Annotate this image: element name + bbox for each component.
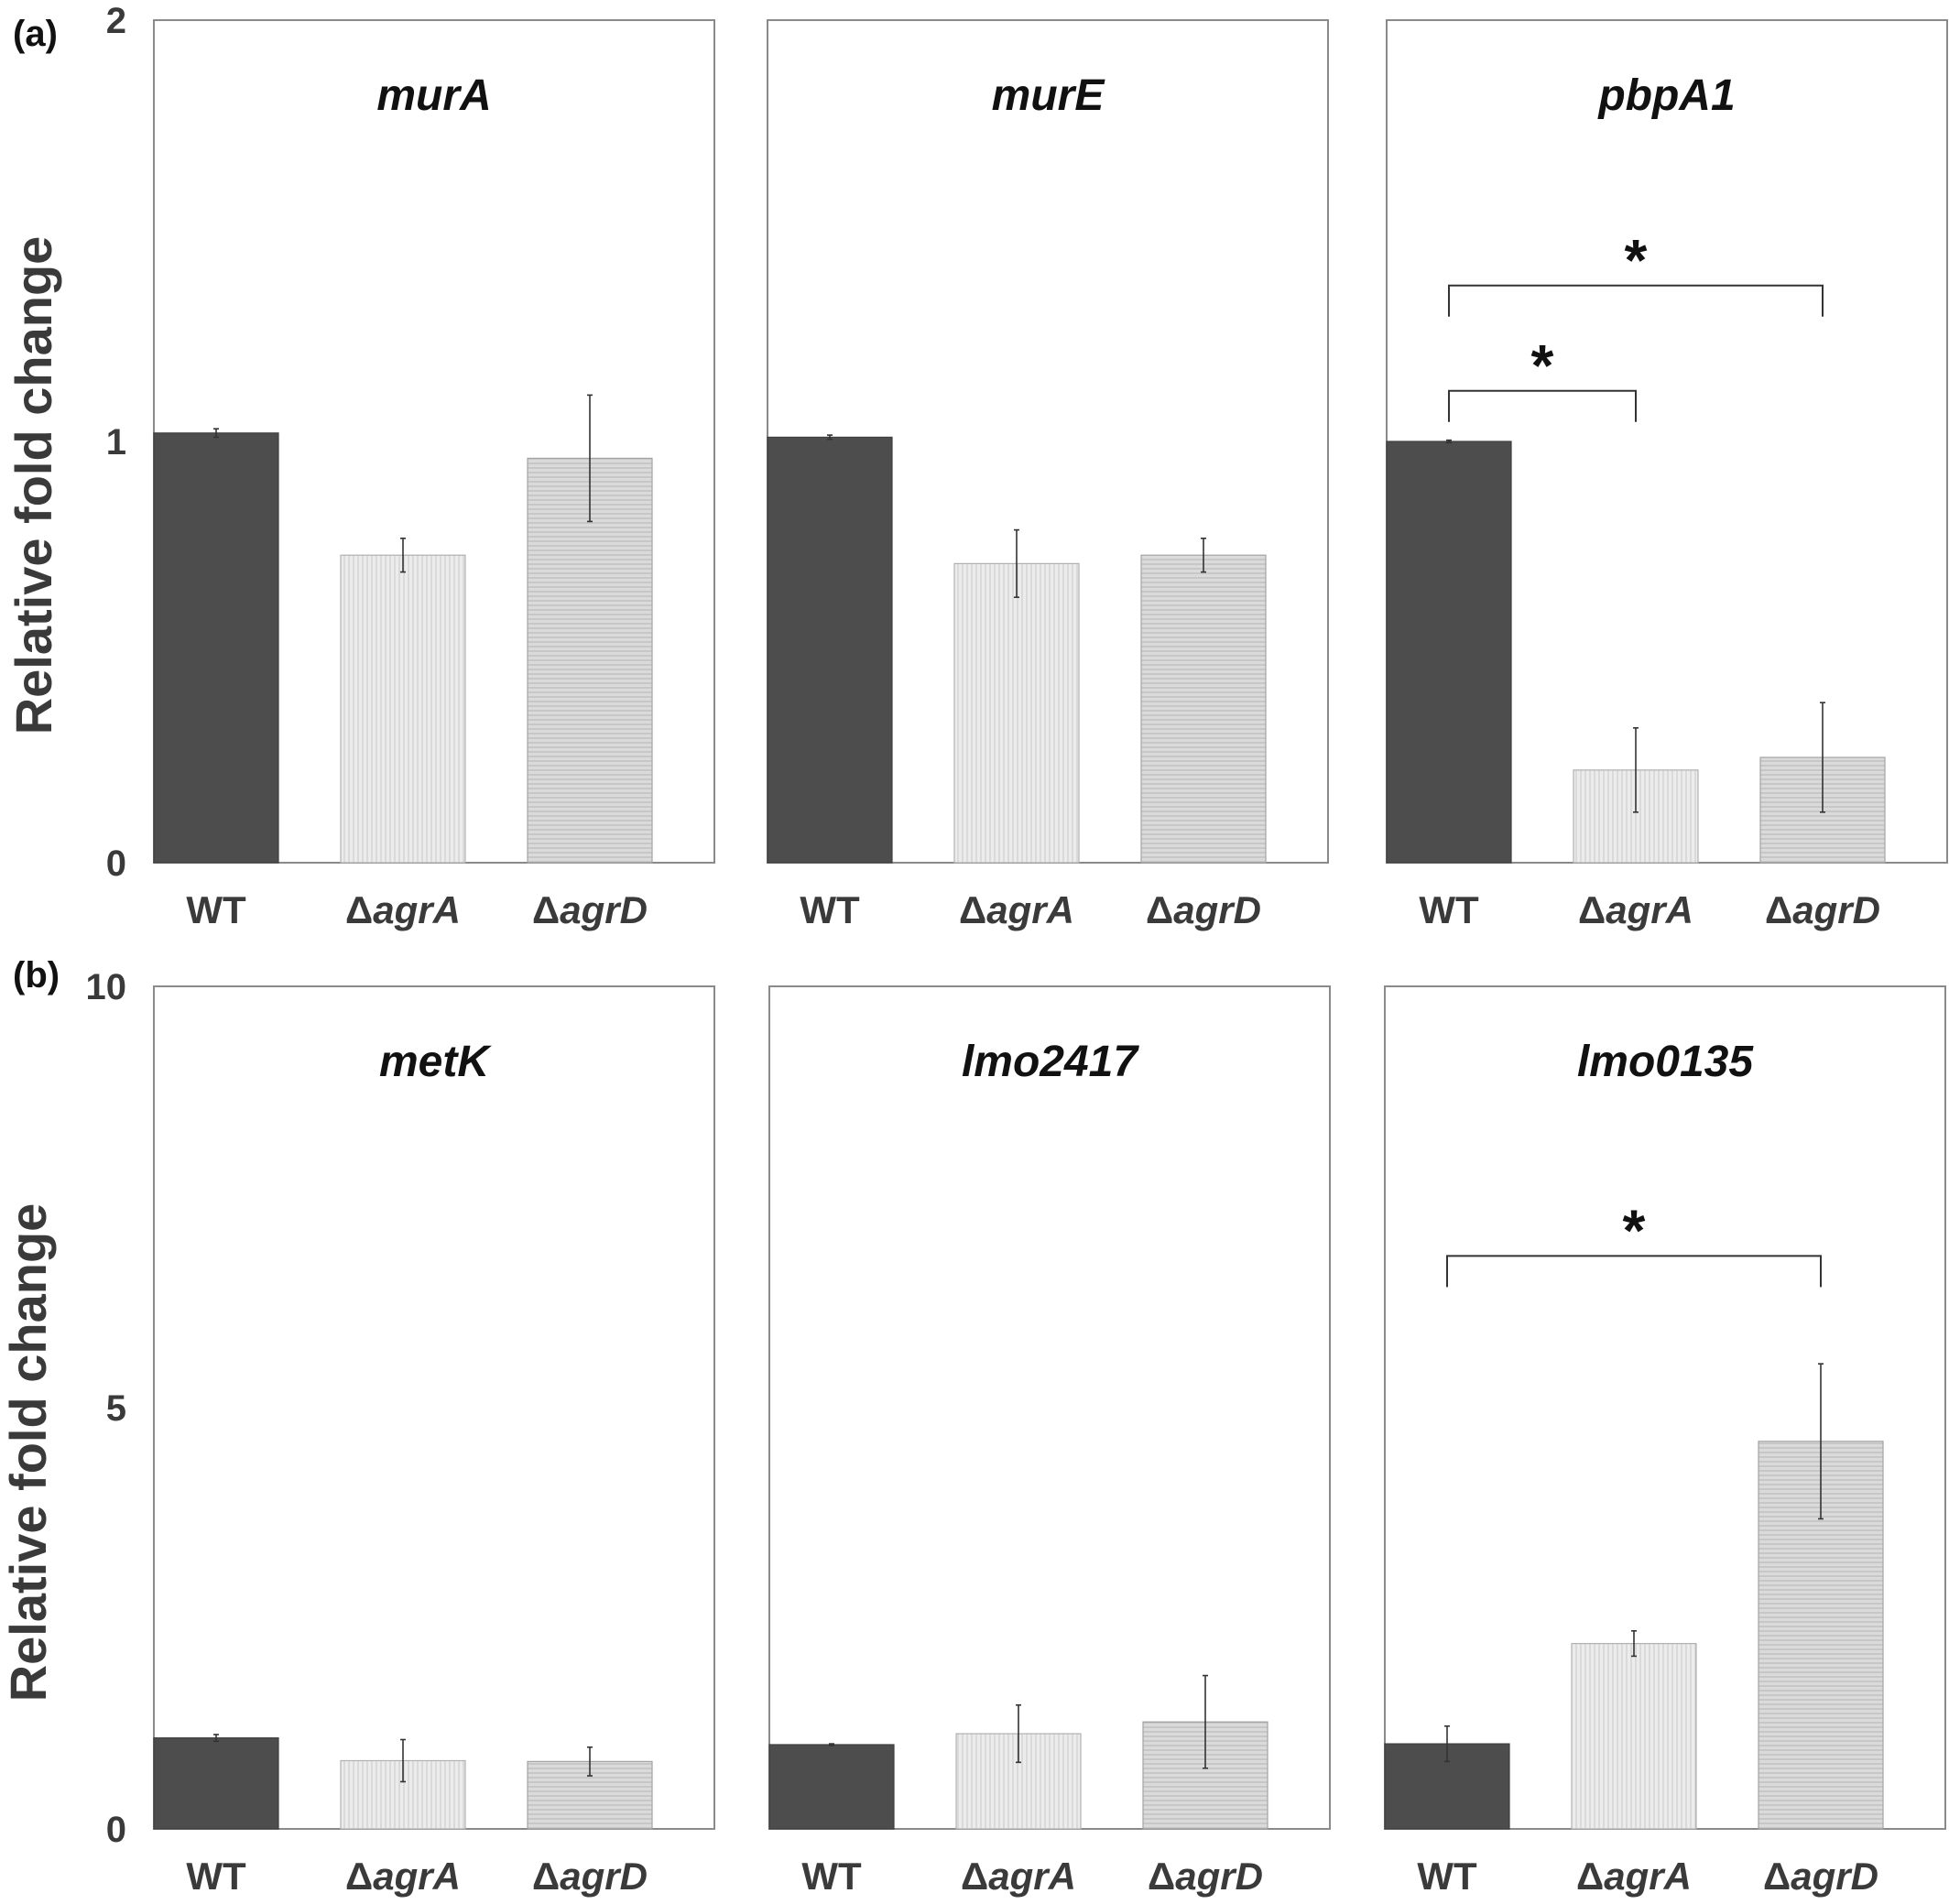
significance-bracket — [1446, 1255, 1822, 1288]
x-tick-label: ΔagrA — [961, 1855, 1076, 1898]
plot-frame-lmo2417 — [768, 985, 1331, 1830]
significance-star: * — [1625, 227, 1648, 293]
panel-label-a: (a) — [13, 14, 58, 54]
significance-bracket — [1448, 284, 1824, 317]
charts-layer: murA 0 1 2 WT ΔagrA ΔagrD murE WT ΔagrA ΔagrD pbpA1… — [86, 1, 1948, 1898]
bar-metk-0 — [153, 1737, 279, 1830]
bar-mure-0 — [767, 436, 893, 864]
y-tick-label: 1 — [106, 422, 126, 462]
x-tick-label: WT — [186, 888, 246, 931]
x-tick-label: ΔagrD — [1763, 1855, 1878, 1898]
x-tick-label: WT — [1417, 1855, 1477, 1898]
plot-frame-metk — [153, 985, 715, 1830]
x-tick-label: WT — [801, 1855, 862, 1898]
y-tick-label: 10 — [86, 967, 127, 1007]
x-tick-label: ΔagrA — [1578, 888, 1693, 931]
significance-star: * — [1623, 1197, 1646, 1263]
y-tick-label: 2 — [106, 1, 126, 41]
y-axis-title-b: Relative fold change — [0, 1203, 57, 1703]
x-tick-label: ΔagrD — [1146, 888, 1261, 931]
x-tick-label: ΔagrA — [1576, 1855, 1692, 1898]
y-axis-title-a: Relative fold change — [5, 236, 62, 735]
x-tick-label: ΔagrD — [1765, 888, 1880, 931]
x-tick-label: WT — [186, 1855, 246, 1898]
y-tick-label: 0 — [106, 843, 126, 884]
bar-pbpa1-0 — [1386, 441, 1512, 864]
chart-title-mura: murA — [376, 71, 491, 120]
chart-title-lmo0135: lmo0135 — [1577, 1038, 1754, 1086]
chart-title-lmo2417: lmo2417 — [962, 1038, 1139, 1086]
chart-title-pbpa1: pbpA1 — [1596, 71, 1735, 120]
x-tick-label: ΔagrD — [532, 1855, 648, 1898]
bar-lmo0135-1 — [1571, 1642, 1697, 1830]
panel-label-b: (b) — [13, 955, 60, 996]
bar-mura-1 — [340, 554, 466, 864]
x-tick-label: ΔagrD — [532, 888, 648, 931]
x-tick-label: ΔagrA — [345, 1855, 461, 1898]
x-tick-label: ΔagrA — [345, 888, 461, 931]
x-tick-label: ΔagrA — [959, 888, 1074, 931]
bar-mura-0 — [153, 432, 279, 864]
bar-lmo2417-0 — [768, 1744, 895, 1830]
x-tick-label: WT — [1419, 888, 1479, 931]
y-tick-label: 0 — [106, 1810, 126, 1850]
y-tick-label: 5 — [106, 1388, 126, 1429]
significance-star: * — [1531, 332, 1554, 398]
significance-bracket — [1448, 389, 1637, 422]
bar-mure-1 — [953, 562, 1080, 864]
chart-title-metk: metK — [379, 1038, 492, 1086]
chart-title-mure: murE — [992, 71, 1106, 120]
bar-mure-2 — [1140, 554, 1267, 864]
x-tick-label: WT — [800, 888, 860, 931]
x-tick-label: ΔagrD — [1148, 1855, 1263, 1898]
